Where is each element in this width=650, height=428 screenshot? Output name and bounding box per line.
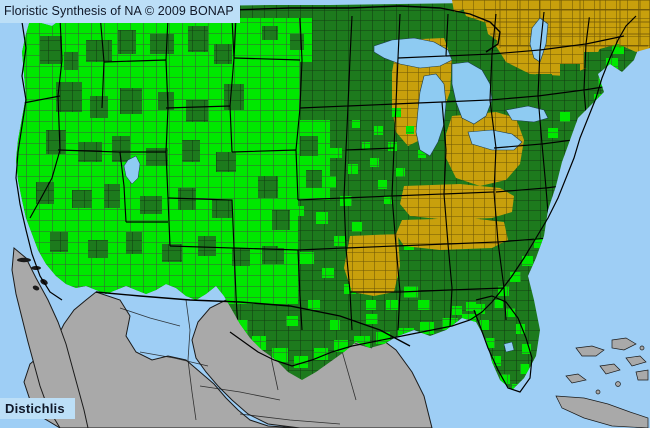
lake-huron — [451, 61, 493, 125]
midwest-present-counties — [352, 108, 438, 204]
lake-superior — [373, 37, 453, 69]
map-title: Floristic Synthesis of NA © 2009 BONAP — [0, 0, 240, 23]
northeast-dark-pockets — [536, 52, 600, 88]
taxon-name-label: Distichlis — [0, 398, 75, 419]
great-lakes — [373, 17, 549, 157]
lake-michigan — [415, 73, 447, 157]
lake-okeechobee — [503, 341, 515, 353]
inland-lakes — [123, 155, 515, 353]
caribbean-islands — [555, 337, 649, 428]
state-level-patches-west — [36, 26, 322, 266]
state-borders — [17, 11, 625, 331]
great-salt-lake — [123, 155, 141, 185]
coastline — [15, 15, 637, 393]
lake-ontario — [505, 105, 549, 123]
